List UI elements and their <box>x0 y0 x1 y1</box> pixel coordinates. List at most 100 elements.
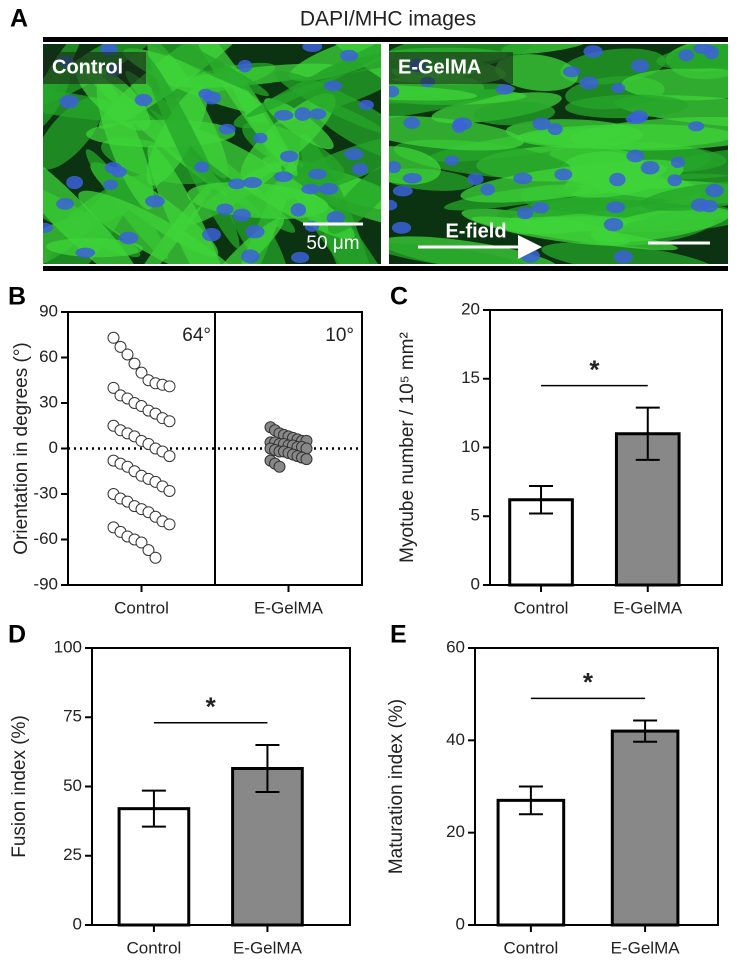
significance: * <box>206 692 217 722</box>
rule <box>43 37 728 42</box>
nucleus <box>667 174 683 187</box>
myotube <box>621 67 728 101</box>
myotube <box>640 181 728 211</box>
panel-letter: C <box>390 283 408 311</box>
x-tick-label: Control <box>127 938 182 957</box>
nucleus <box>319 182 339 195</box>
nucleus <box>389 161 401 174</box>
nucleus <box>145 195 165 208</box>
nucleus <box>218 123 236 135</box>
nucleus <box>444 155 460 166</box>
myotube <box>147 144 234 264</box>
nucleus <box>631 59 650 73</box>
nucleus <box>531 202 550 214</box>
nucleus <box>339 49 359 62</box>
nucleus <box>202 228 221 242</box>
panel-letter: E <box>390 621 407 649</box>
y-axis-label: Orientation in degrees (°) <box>11 342 32 554</box>
nucleus <box>326 211 345 225</box>
y-tick-label: 20 <box>461 299 480 318</box>
y-tick-label: -60 <box>33 529 58 548</box>
nucleus <box>309 108 327 120</box>
y-tick-label: 0 <box>73 914 82 933</box>
nucleus <box>480 183 495 196</box>
nucleus <box>562 66 581 78</box>
nucleus <box>291 251 310 264</box>
myotube <box>393 139 572 179</box>
significance: * <box>583 667 594 697</box>
myotube <box>389 243 531 264</box>
nucleus <box>323 80 343 92</box>
y-tick-label: 50 <box>63 776 82 795</box>
y-tick-label: 75 <box>63 707 82 726</box>
point <box>149 551 162 564</box>
plot-frame <box>474 647 719 926</box>
panel-title: DAPI/MHC images <box>300 8 476 31</box>
error-bar <box>255 743 280 794</box>
nucleus <box>678 49 695 62</box>
point <box>163 415 176 428</box>
point <box>163 450 176 463</box>
nucleus <box>228 178 246 190</box>
arrow-label: E-field <box>445 220 506 242</box>
myotube <box>495 54 578 92</box>
nucleus <box>194 161 210 173</box>
nucleus <box>547 123 563 136</box>
myotube <box>85 44 270 97</box>
myotube <box>327 162 381 234</box>
point <box>163 484 176 497</box>
nucleus <box>389 85 400 98</box>
nucleus <box>513 172 533 185</box>
x-tick-label: E-GelMA <box>613 598 683 617</box>
nucleus <box>611 83 626 94</box>
x-tick-label: Control <box>514 598 569 617</box>
myotube <box>78 190 240 264</box>
nucleus <box>690 198 709 212</box>
image-label: E-GelMA <box>398 56 481 78</box>
image-overlay: Control E-GelMA 50 μm E-field <box>43 52 710 259</box>
x-tick-label: E-GelMA <box>254 598 324 617</box>
nucleus <box>609 172 626 187</box>
y-tick-label: 5 <box>471 506 480 525</box>
point <box>121 348 134 361</box>
nucleus <box>202 91 222 105</box>
y-tick-label: 60 <box>39 347 58 366</box>
myotube <box>43 97 103 170</box>
nucleus <box>59 94 79 109</box>
myotube <box>565 94 689 119</box>
nucleus <box>495 84 514 95</box>
y-tick-label: 20 <box>446 822 465 841</box>
nucleus <box>606 201 626 214</box>
nucleus <box>613 250 634 264</box>
nucleus <box>352 162 369 176</box>
x-tick-label: Control <box>503 938 558 957</box>
error-bar <box>635 406 660 461</box>
myotube <box>570 117 728 151</box>
nucleus <box>134 93 153 107</box>
label-bg <box>389 52 513 84</box>
scale-label: 50 μm <box>306 233 359 254</box>
y-tick-label: 10 <box>461 437 480 456</box>
nucleus <box>705 183 724 198</box>
nucleus <box>308 168 327 180</box>
y-axis-label: Maturation index (%) <box>386 699 407 874</box>
y-tick-label: 100 <box>54 637 82 656</box>
nucleus <box>294 107 311 121</box>
nucleus <box>103 179 119 190</box>
myotube <box>45 238 144 258</box>
point <box>107 381 120 394</box>
plot-frame <box>489 309 723 586</box>
nucleus <box>389 199 398 211</box>
y-tick-label: 40 <box>446 730 465 749</box>
nucleus <box>241 249 260 264</box>
myotube <box>653 146 728 180</box>
nucleus <box>467 172 484 186</box>
nucleus <box>216 203 234 216</box>
nucleus <box>532 117 551 131</box>
nucleus <box>403 116 421 129</box>
nucleus <box>344 148 364 161</box>
nucleus <box>402 172 423 184</box>
nucleus <box>630 110 649 124</box>
nucleus <box>290 203 307 217</box>
bar <box>496 798 566 927</box>
